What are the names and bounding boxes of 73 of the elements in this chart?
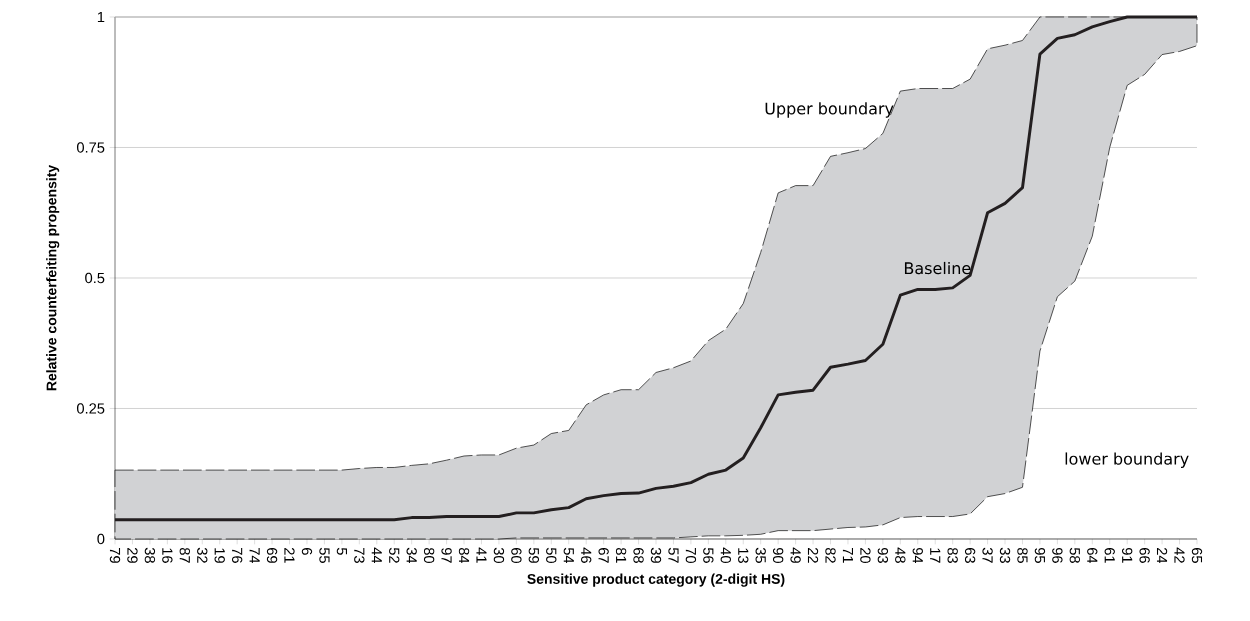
y-tick-label: 0 xyxy=(97,533,105,545)
x-tick-label: 91 xyxy=(1122,547,1133,563)
y-tick-label: 0.75 xyxy=(76,142,105,153)
x-tick-label: 48 xyxy=(895,547,906,563)
x-tick-label: 33 xyxy=(999,547,1011,563)
x-tick-label: 49 xyxy=(790,547,801,563)
x-tick-label: 84 xyxy=(458,547,470,564)
x-tick-label: 83 xyxy=(947,547,958,563)
annotation: Upper boundary xyxy=(765,102,894,118)
x-tick-label: 95 xyxy=(1034,547,1046,563)
x-tick-label: 76 xyxy=(231,548,243,563)
x-tick-label: 58 xyxy=(1069,547,1081,563)
x-tick-label: 57 xyxy=(668,547,679,563)
x-tick-label: 37 xyxy=(982,547,993,563)
y-tick-label: 0.5 xyxy=(85,272,105,284)
x-tick-label: 67 xyxy=(598,548,609,563)
x-axis-title: Sensitive product category (2-digit HS) xyxy=(527,573,785,587)
x-tick-label: 22 xyxy=(807,547,819,563)
x-tick-label: 85 xyxy=(1017,547,1028,563)
x-tick-label: 32 xyxy=(197,547,208,563)
x-tick-label: 50 xyxy=(546,547,557,563)
x-tick-label: 55 xyxy=(319,547,330,563)
annotation: Baseline xyxy=(904,261,971,275)
x-tick-label: 90 xyxy=(772,547,784,563)
x-tick-label: 63 xyxy=(964,548,976,563)
x-tick-label: 44 xyxy=(371,547,382,564)
x-tick-label: 66 xyxy=(1139,548,1150,563)
x-tick-label: 19 xyxy=(214,548,225,563)
x-tick-label: 68 xyxy=(633,548,644,563)
x-tick-label: 81 xyxy=(615,547,627,563)
x-tick-label: 41 xyxy=(476,547,487,563)
y-tick-label: 1 xyxy=(97,11,105,23)
x-tick-label: 69 xyxy=(266,548,278,563)
x-tick-label: 71 xyxy=(842,548,853,563)
x-tick-label: 56 xyxy=(703,547,714,563)
x-tick-label: 24 xyxy=(1156,547,1168,564)
x-tick-label: 38 xyxy=(144,547,156,563)
x-tick-label: 82 xyxy=(825,547,836,563)
x-tick-label: 39 xyxy=(650,547,662,563)
x-tick-label: 61 xyxy=(1104,548,1115,563)
x-tick-label: 65 xyxy=(1191,548,1203,563)
x-tick-label: 17 xyxy=(930,548,941,563)
x-tick-label: 64 xyxy=(1087,548,1098,564)
x-tick-label: 40 xyxy=(720,547,731,563)
x-tick-label: 6 xyxy=(301,548,313,555)
x-tick-label: 59 xyxy=(528,547,540,563)
x-tick-label: 42 xyxy=(1174,547,1185,563)
annotation: lower boundary xyxy=(1065,452,1189,468)
x-tick-label: 30 xyxy=(493,547,505,563)
x-tick-label: 52 xyxy=(389,547,400,563)
x-tick-label: 94 xyxy=(912,547,923,564)
x-tick-label: 13 xyxy=(738,548,749,563)
x-tick-label: 93 xyxy=(877,547,889,563)
x-tick-label: 87 xyxy=(179,547,190,563)
x-tick-label: 29 xyxy=(127,547,138,563)
x-tick-label: 35 xyxy=(755,547,766,563)
x-tick-label: 54 xyxy=(563,547,574,564)
x-tick-label: 70 xyxy=(685,548,697,563)
y-tick-label: 0.25 xyxy=(76,403,105,414)
x-tick-label: 74 xyxy=(249,548,260,564)
x-tick-label: 46 xyxy=(581,547,592,563)
x-tick-label: 16 xyxy=(162,548,173,563)
x-tick-label: 79 xyxy=(109,548,121,563)
x-tick-label: 20 xyxy=(860,547,871,563)
x-tick-label: 97 xyxy=(441,547,452,563)
x-tick-label: 96 xyxy=(1052,547,1063,563)
x-tick-label: 21 xyxy=(284,547,295,563)
x-tick-label: 34 xyxy=(406,547,417,564)
x-tick-label: 60 xyxy=(511,548,522,563)
x-tick-label: 73 xyxy=(354,548,365,563)
y-axis-title: Relative counterfeiting propensity xyxy=(46,164,60,391)
x-tick-label: 80 xyxy=(423,547,435,563)
x-tick-label: 5 xyxy=(336,547,347,555)
